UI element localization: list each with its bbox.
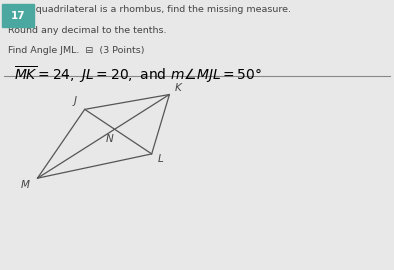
Text: J: J [73, 96, 76, 106]
Text: 17: 17 [11, 11, 26, 21]
Text: $\overline{MK} = 24,\ JL = 20,\ \mathrm{and}\ m\angle MJL = 50°$: $\overline{MK} = 24,\ JL = 20,\ \mathrm{… [14, 65, 262, 85]
Text: If the quadrilateral is a rhombus, find the missing measure.: If the quadrilateral is a rhombus, find … [8, 5, 291, 14]
Text: N: N [106, 134, 113, 144]
Text: M: M [21, 180, 30, 190]
Text: K: K [175, 83, 182, 93]
Text: Round any decimal to the tenths.: Round any decimal to the tenths. [8, 26, 166, 35]
FancyBboxPatch shape [2, 4, 34, 27]
Text: L: L [158, 154, 163, 164]
Text: Find Angle JML.  ⊟  (3 Points): Find Angle JML. ⊟ (3 Points) [8, 46, 144, 55]
